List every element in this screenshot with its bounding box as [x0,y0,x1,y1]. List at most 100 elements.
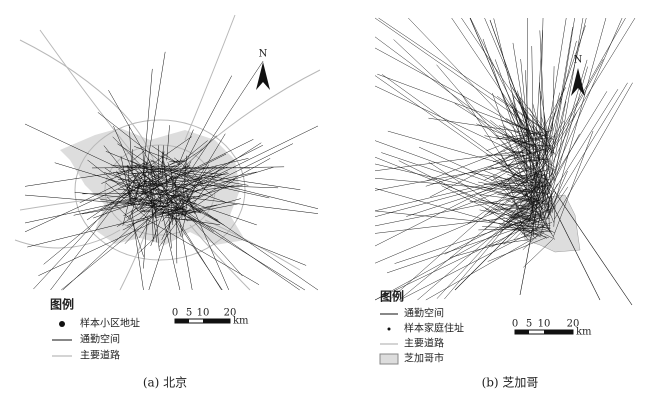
road [39,29,131,151]
commute-line [174,203,240,217]
commute-line [444,180,546,300]
commute-line [81,201,151,215]
commute-line [398,160,556,240]
commute-line [158,145,160,187]
commute-line [479,194,540,203]
commute-line [185,179,236,214]
commute-line [531,46,535,183]
commute-line [495,135,538,147]
commute-line [177,129,194,167]
commute-line [492,93,530,201]
commute-line [499,218,542,238]
commute-line [549,159,555,182]
commute-line [185,193,189,214]
commute-line [482,38,550,233]
commute-line [489,161,538,191]
scale-label: 10 [538,319,551,330]
commute-line [93,203,135,219]
commute-line [139,206,164,209]
commute-line [129,215,144,257]
commute-line [106,196,131,220]
commute-line [505,202,533,210]
commute-line [105,182,149,220]
commute-line [389,176,529,301]
commute-line [171,213,223,291]
commute-line [24,194,186,209]
commute-line [184,171,214,197]
commute-line [154,166,285,170]
commute-line [24,169,138,187]
commute-line [161,151,166,171]
commute-line [105,151,157,173]
commute-line [501,208,534,224]
commute-line [502,216,545,228]
commute-line [387,130,546,177]
commute-line [148,212,174,291]
commute-line [436,186,541,299]
commute-line [147,219,260,285]
commute-line [181,155,187,210]
commute-line [553,130,594,237]
commute-line [408,17,528,143]
commute-line [374,177,549,194]
commute-line [167,166,274,200]
north-label: N [259,49,268,60]
commute-line [151,165,191,181]
commute-line [547,196,551,214]
scale-bar-seg [544,330,573,334]
commute-line [484,187,529,216]
commute-line [141,167,191,196]
legend-label: 通勤空间 [404,307,444,320]
commute-line [172,166,205,193]
commute-line [151,136,192,165]
commute-line [100,159,186,210]
commute-line [374,17,538,132]
commute-line [113,125,133,172]
commute-line [132,192,201,198]
commute-line [182,135,217,169]
commute-line [517,226,529,240]
commute-line [536,144,553,165]
commute-line [103,172,155,191]
scale-bar-seg [515,330,529,334]
commute-line [542,191,557,220]
commute-line [189,171,257,187]
commute-line [548,82,628,211]
commute-line [182,201,225,226]
commute-line [527,40,577,228]
scale-label: 5 [526,319,532,330]
commute-line [172,189,319,291]
commute-line [374,168,550,212]
commute-line [548,112,555,143]
commute-line [159,151,165,175]
commute-line [162,213,181,291]
commute-line [161,75,232,207]
commute-line [399,226,544,301]
scale-label: 0 [512,319,518,330]
commute-line [543,66,588,221]
commute-line [426,133,549,182]
legend-label: 芝加哥市 [404,352,444,365]
commute-line [154,204,218,219]
commute-line [170,171,319,209]
commute-line [511,102,535,153]
commute-line [150,197,170,247]
commute-line [430,141,540,198]
commute-line [181,171,194,185]
commute-line [512,109,533,158]
commute-line [24,172,154,233]
commute-line [454,103,555,168]
commute-line [551,111,578,166]
commute-line [112,136,141,165]
ring-road [74,119,246,261]
scale-label: 0 [172,308,178,319]
commute-line [185,190,230,291]
commute-line [160,143,294,210]
commute-line [494,134,530,156]
commute-line [539,82,547,209]
commute-line [488,189,526,216]
commute-line [27,212,167,248]
commute-line [166,197,172,249]
commute-line [183,161,192,174]
